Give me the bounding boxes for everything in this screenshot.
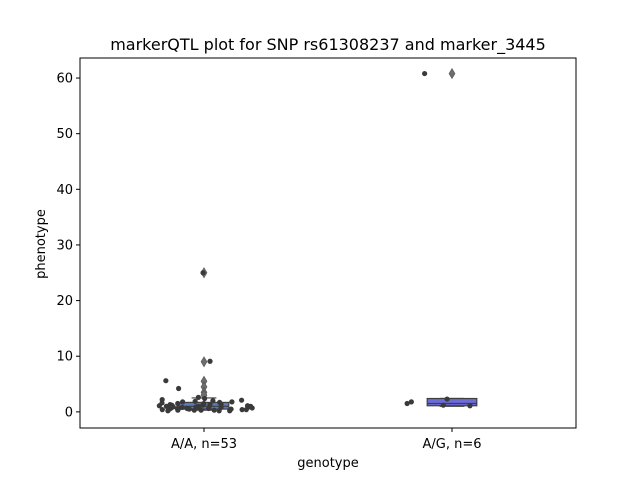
strip-point	[207, 358, 213, 364]
y-tick-label: 0	[65, 405, 73, 420]
strip-point	[440, 402, 446, 408]
strip-point	[216, 408, 222, 414]
x-tick-label: A/A, n=53	[171, 437, 237, 452]
y-axis-label: phenotype	[34, 209, 49, 279]
plot-area	[156, 67, 478, 414]
strip-point	[180, 399, 186, 405]
strip-point	[227, 408, 233, 414]
strip-group	[404, 70, 473, 409]
strip-point	[191, 407, 197, 413]
outlier-marker	[448, 67, 456, 80]
strip-point	[239, 407, 245, 413]
y-tick-label: 60	[56, 72, 73, 87]
x-axis: A/A, n=53 A/G, n=6	[171, 428, 482, 452]
box-body	[426, 397, 478, 407]
plot-frame	[79, 57, 577, 429]
strip-point	[206, 405, 212, 412]
strip-point	[198, 407, 204, 413]
strip-point	[408, 399, 414, 405]
x-axis-label: genotype	[297, 456, 358, 471]
strip-point	[195, 394, 201, 400]
strip-group	[156, 270, 255, 414]
y-tick-label: 10	[56, 350, 73, 365]
strip-point	[176, 385, 182, 392]
strip-point	[159, 407, 165, 413]
box-group	[426, 67, 478, 407]
strip-point	[156, 403, 162, 409]
strip-point	[229, 399, 235, 405]
strip-point	[211, 407, 217, 413]
strip-point	[175, 407, 181, 413]
chart-title: markerQTL plot for SNP rs61308237 and ma…	[110, 35, 546, 55]
y-tick-label: 40	[56, 183, 73, 198]
strip-point	[422, 70, 428, 77]
y-tick-label: 20	[56, 294, 73, 309]
strip-point	[179, 404, 185, 411]
strip-point	[202, 395, 208, 402]
y-tick-label: 50	[56, 127, 73, 142]
strip-point	[243, 407, 249, 413]
strip-point	[249, 405, 255, 411]
strip-point	[444, 396, 450, 402]
strip-point	[210, 398, 216, 404]
strip-point	[165, 408, 171, 414]
strip-point	[186, 406, 192, 412]
strip-point	[200, 402, 206, 408]
x-tick-label: A/G, n=6	[422, 437, 481, 452]
strip-point	[163, 378, 169, 384]
strip-point	[175, 400, 181, 407]
strip-point	[238, 397, 245, 403]
y-tick-label: 30	[56, 238, 73, 253]
y-axis: 0 10 20 30 40 50 60	[56, 72, 80, 420]
strip-point	[467, 403, 473, 409]
strip-point	[192, 398, 198, 404]
strip-point	[200, 270, 206, 276]
outlier-marker	[200, 356, 208, 368]
strip-point	[404, 400, 410, 407]
